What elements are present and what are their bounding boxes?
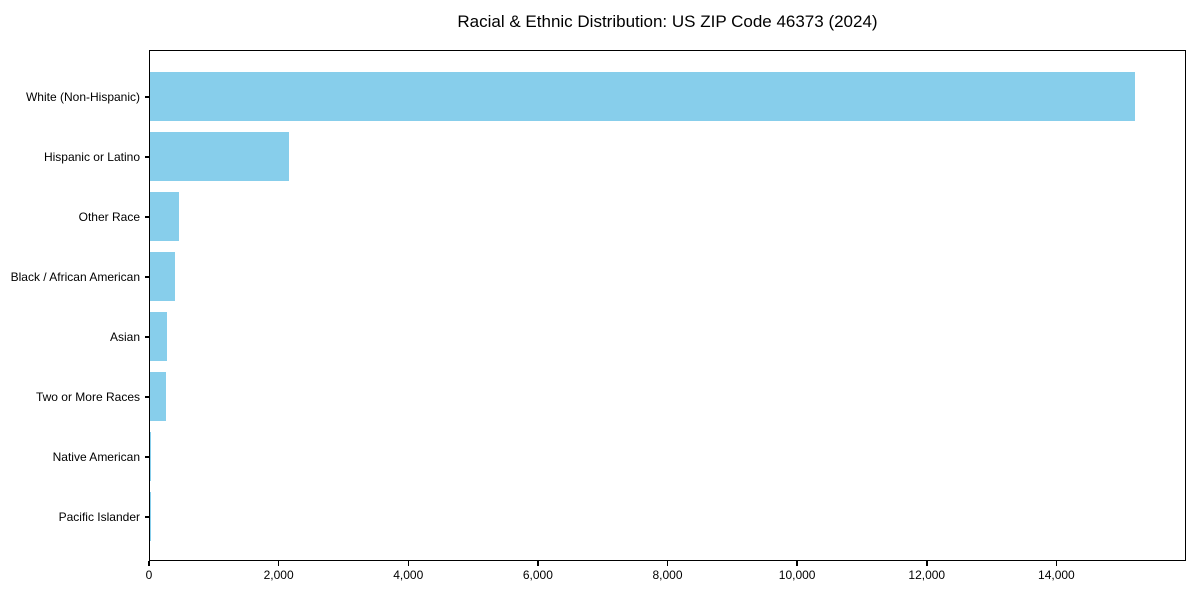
y-tick-label: Pacific Islander [58, 510, 140, 524]
x-tick-mark [1055, 561, 1058, 566]
x-tick-label: 10,000 [778, 568, 816, 582]
plot-area [149, 50, 1186, 561]
x-tick-label: 12,000 [908, 568, 946, 582]
y-tick-label: Black / African American [10, 270, 140, 284]
bar-white-non-hispanic [150, 72, 1136, 121]
y-tick-mark [144, 516, 149, 518]
y-tick-label: Native American [52, 450, 140, 464]
y-tick-mark [144, 276, 149, 278]
y-tick-label: Hispanic or Latino [43, 150, 140, 164]
y-tick-mark [144, 396, 149, 398]
x-tick-label: 0 [145, 568, 153, 582]
bar-two-or-more-races [150, 372, 167, 421]
x-tick-mark [926, 561, 928, 566]
y-tick-mark [144, 216, 149, 218]
bar-other-race [150, 192, 180, 241]
y-tick-mark [144, 96, 149, 98]
bar-black-african-american [150, 252, 176, 301]
y-tick-mark [144, 336, 149, 338]
x-tick-label: 4,000 [393, 568, 424, 582]
y-tick-label: White (Non-Hispanic) [25, 90, 140, 104]
y-tick-mark [144, 456, 149, 458]
y-tick-label: Other Race [78, 210, 140, 224]
x-tick-mark [148, 561, 150, 566]
bar-hispanic-or-latino [150, 132, 290, 181]
x-tick-mark [407, 561, 409, 566]
x-tick-label: 2,000 [263, 568, 294, 582]
x-tick-mark [796, 561, 798, 566]
x-tick-label: 6,000 [522, 568, 553, 582]
x-tick-mark [537, 561, 539, 566]
y-tick-label: Asian [109, 330, 140, 344]
y-tick-label: Two or More Races [35, 390, 140, 404]
x-tick-mark [277, 561, 280, 566]
y-tick-mark [144, 156, 149, 158]
x-tick-mark [666, 561, 669, 566]
chart-title: Racial & Ethnic Distribution: US ZIP Cod… [457, 12, 878, 31]
x-tick-label: 14,000 [1038, 568, 1075, 582]
x-tick-label: 8,000 [652, 568, 683, 582]
bar-native-american [150, 432, 152, 481]
bar-asian [150, 312, 168, 361]
